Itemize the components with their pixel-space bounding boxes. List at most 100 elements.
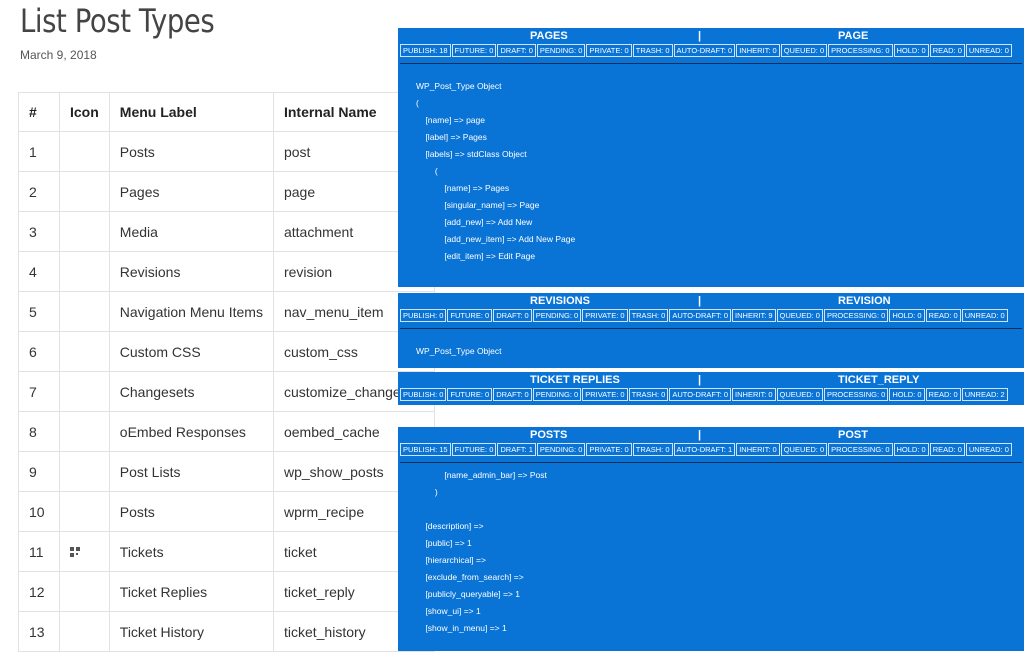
row-icon-cell xyxy=(59,531,110,572)
panel-singular-title: POST xyxy=(838,429,868,441)
panel-plural-title: PAGES xyxy=(530,30,568,42)
panel-header: POSTS | POST xyxy=(398,427,1024,443)
dump-line: [add_new] => Add New xyxy=(416,217,533,227)
status-count-badge: PRIVATE: 0 xyxy=(586,44,632,57)
status-counts: PUBLISH: 18 FUTURE: 0 DRAFT: 0 PENDING: 0 PR… xyxy=(398,44,1024,59)
dump-line: [public] => 1 xyxy=(416,538,472,548)
status-count-badge: HOLD: 0 xyxy=(889,388,925,401)
object-dump: WP_Post_Type Object xyxy=(398,329,1024,360)
status-count-badge: PUBLISH: 0 xyxy=(400,309,447,322)
table-row: 9 Post Lists wp_show_posts xyxy=(18,451,435,492)
status-count-badge: UNREAD: 0 xyxy=(965,443,1012,456)
panel-separator: | xyxy=(698,429,702,441)
row-number: 12 xyxy=(18,571,60,612)
table-row: 13 Ticket History ticket_history xyxy=(18,611,435,652)
panel-singular-title: TICKET_REPLY xyxy=(838,374,920,386)
status-count-badge: INHERIT: 9 xyxy=(732,309,776,322)
row-icon-cell xyxy=(59,251,110,292)
table-row: 1 Posts post xyxy=(18,131,435,172)
status-count-badge: PUBLISH: 0 xyxy=(400,388,447,401)
divider xyxy=(400,63,1022,64)
row-number: 6 xyxy=(18,331,60,372)
status-count-badge: PENDING: 0 xyxy=(536,44,586,57)
status-count-badge: PROCESSING: 0 xyxy=(823,388,889,401)
status-count-badge: TRASH: 0 xyxy=(628,388,669,401)
panel-header: REVISIONS | REVISION xyxy=(398,293,1024,309)
divider xyxy=(400,462,1022,463)
status-count-badge: AUTO-DRAFT: 0 xyxy=(673,44,736,57)
table-row: 7 Changesets customize_changeset xyxy=(18,371,435,412)
post-type-debug-panel: TICKET REPLIES | TICKET_REPLY PUBLISH: 0 FUT… xyxy=(398,372,1024,405)
status-counts: PUBLISH: 0 FUTURE: 0 DRAFT: 0 PENDING: 0 PRI… xyxy=(398,388,1024,403)
status-count-badge: TRASH: 0 xyxy=(632,443,673,456)
row-number: 9 xyxy=(18,451,60,492)
dump-line: [name_admin_bar] => Post xyxy=(416,470,547,480)
row-number: 5 xyxy=(18,291,60,332)
object-dump: WP_Post_Type Object ( [name] => page [lab… xyxy=(398,64,1024,265)
dump-line: [add_new_item] => Add New Page xyxy=(416,234,576,244)
row-number: 7 xyxy=(18,371,60,412)
row-icon-cell xyxy=(59,131,110,172)
status-count-badge: HOLD: 0 xyxy=(893,443,929,456)
table-row: 10 Posts wprm_recipe xyxy=(18,491,435,532)
status-count-badge: READ: 0 xyxy=(925,309,961,322)
row-number: 4 xyxy=(18,251,60,292)
row-number: 10 xyxy=(18,491,60,532)
status-count-badge: PENDING: 0 xyxy=(536,443,586,456)
table-row: 8 oEmbed Responses oembed_cache xyxy=(18,411,435,452)
row-menu-label: oEmbed Responses xyxy=(108,411,274,452)
table-row: 12 Ticket Replies ticket_reply xyxy=(18,571,435,612)
table-row: 5 Navigation Menu Items nav_menu_item xyxy=(18,291,435,332)
row-number: 8 xyxy=(18,411,60,452)
dump-line: [publicly_queryable] => 1 xyxy=(416,589,520,599)
status-count-badge: TRASH: 0 xyxy=(628,309,669,322)
status-count-badge: TRASH: 0 xyxy=(632,44,673,57)
panel-separator: | xyxy=(698,374,702,386)
row-icon-cell xyxy=(59,291,110,332)
panel-plural-title: TICKET REPLIES xyxy=(530,374,620,386)
row-number: 3 xyxy=(18,211,60,252)
status-count-badge: DRAFT: 1 xyxy=(497,443,536,456)
dump-line: [edit_item] => Edit Page xyxy=(416,251,536,261)
status-counts: PUBLISH: 15 FUTURE: 0 DRAFT: 1 PENDING: 0 PR… xyxy=(398,443,1024,458)
status-count-badge: PRIVATE: 0 xyxy=(586,443,632,456)
row-icon-cell xyxy=(59,491,110,532)
page-title: List Post Types xyxy=(20,2,215,40)
status-count-badge: DRAFT: 0 xyxy=(493,309,532,322)
row-icon-cell xyxy=(59,411,110,452)
row-number: 13 xyxy=(18,611,60,652)
row-menu-label: Changesets xyxy=(108,371,274,412)
status-count-badge: FUTURE: 0 xyxy=(451,44,497,57)
status-count-badge: HOLD: 0 xyxy=(893,44,929,57)
row-number: 11 xyxy=(18,531,60,572)
status-count-badge: PROCESSING: 0 xyxy=(823,309,889,322)
dump-line: ( xyxy=(416,166,438,176)
panel-header: TICKET REPLIES | TICKET_REPLY xyxy=(398,372,1024,388)
dump-line: [singular_name] => Page xyxy=(416,200,540,210)
row-menu-label: Ticket Replies xyxy=(108,571,274,612)
status-count-badge: FUTURE: 0 xyxy=(447,309,493,322)
status-count-badge: PRIVATE: 0 xyxy=(582,309,628,322)
table-row: 2 Pages page xyxy=(18,171,435,212)
row-number: 1 xyxy=(18,131,60,172)
status-count-badge: UNREAD: 0 xyxy=(961,309,1008,322)
row-menu-label: Posts xyxy=(108,491,274,532)
row-menu-label: Media xyxy=(108,211,274,252)
panel-plural-title: REVISIONS xyxy=(530,295,590,307)
column-header-number: # xyxy=(18,92,60,132)
row-menu-label: Tickets xyxy=(108,531,274,572)
status-count-badge: HOLD: 0 xyxy=(889,309,925,322)
table-row: 4 Revisions revision xyxy=(18,251,435,292)
dump-line: ) xyxy=(416,487,438,497)
dump-line: [name] => page xyxy=(416,115,485,125)
status-count-badge: PUBLISH: 18 xyxy=(400,44,451,57)
status-count-badge: READ: 0 xyxy=(929,443,965,456)
status-count-badge: DRAFT: 0 xyxy=(493,388,532,401)
dump-line: [label] => Pages xyxy=(416,132,487,142)
row-number: 2 xyxy=(18,171,60,212)
status-count-badge: AUTO-DRAFT: 1 xyxy=(673,443,736,456)
row-icon-cell xyxy=(59,211,110,252)
row-icon-cell xyxy=(59,611,110,652)
post-types-table: # Icon Menu Label Internal Name 1 Posts po… xyxy=(18,92,435,652)
row-icon-cell xyxy=(59,371,110,412)
